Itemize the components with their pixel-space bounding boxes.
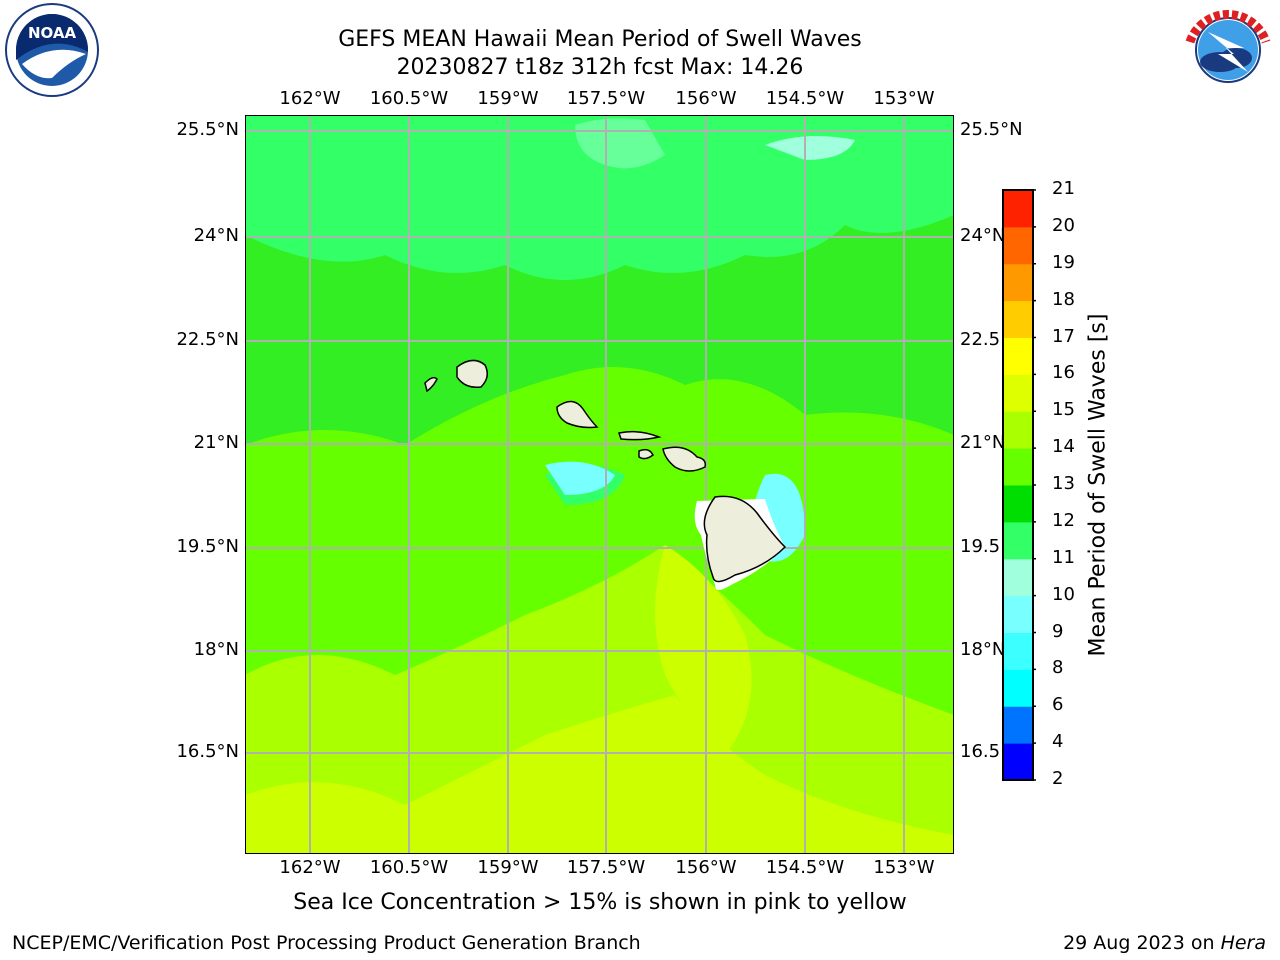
island-niihau bbox=[424, 376, 438, 393]
lat-label-right: 18°N bbox=[960, 639, 1006, 660]
colorbar-swatch bbox=[1003, 521, 1033, 560]
credit-right: 29 Aug 2023 on Hera bbox=[1063, 932, 1266, 954]
lat-label-left: 18°N bbox=[193, 639, 239, 660]
lat-label-left: 25.5°N bbox=[176, 119, 239, 140]
colorbar-swatch bbox=[1003, 485, 1033, 523]
field-band-14-15 bbox=[245, 695, 954, 854]
lon-label-top: 159°W bbox=[477, 88, 539, 109]
lon-label-bottom: 162°W bbox=[279, 857, 341, 878]
noaa-logo-icon: NOAA bbox=[5, 3, 99, 97]
lon-label-bottom: 159°W bbox=[477, 857, 539, 878]
field-band-10-11-north bbox=[245, 115, 954, 280]
lat-label-left: 22.5°N bbox=[176, 329, 239, 350]
colorbar-swatch bbox=[1003, 669, 1033, 707]
lon-label-bottom: 160.5°W bbox=[369, 857, 449, 878]
colorbar-swatch bbox=[1003, 595, 1033, 633]
colorbar-level-label: 21 bbox=[1052, 178, 1075, 199]
swell-period-map bbox=[245, 115, 954, 854]
colorbar-level-label: 14 bbox=[1052, 436, 1075, 458]
colorbar-level-label: 4 bbox=[1052, 731, 1064, 753]
colorbar-level-label: 6 bbox=[1052, 694, 1064, 716]
lat-label-right: 21°N bbox=[960, 432, 1006, 453]
lat-label-right: 19.5 bbox=[960, 536, 1001, 557]
colorbar-level-label: 9 bbox=[1052, 620, 1064, 642]
colorbar-level-label: 10 bbox=[1052, 583, 1075, 605]
colorbar-level-label: 16 bbox=[1052, 362, 1075, 384]
colorbar-swatch bbox=[1003, 263, 1033, 302]
credit-host: Hera bbox=[1220, 932, 1266, 954]
nws-logo-icon bbox=[1184, 6, 1272, 94]
colorbar-swatch bbox=[1003, 226, 1033, 265]
colorbar-swatch bbox=[1003, 632, 1033, 670]
colorbar-title: Mean Period of Swell Waves [s] bbox=[1085, 313, 1111, 657]
svg-text:NOAA: NOAA bbox=[28, 24, 77, 42]
colorbar-level-label: 20 bbox=[1052, 214, 1075, 236]
lat-label-left: 24°N bbox=[193, 225, 239, 246]
lat-label-left: 16.5°N bbox=[176, 741, 239, 762]
lon-label-bottom: 157.5°W bbox=[566, 857, 646, 878]
colorbar-level-label: 8 bbox=[1052, 657, 1064, 679]
lon-label-top: 156°W bbox=[675, 88, 737, 109]
lon-label-top: 162°W bbox=[279, 88, 341, 109]
lon-label-top: 160.5°W bbox=[369, 88, 449, 109]
lon-label-bottom: 156°W bbox=[675, 857, 737, 878]
credit-date: 29 Aug 2023 on bbox=[1063, 932, 1221, 954]
field-patch-cyan bbox=[545, 461, 615, 495]
colorbar-level-label: 2 bbox=[1052, 768, 1064, 789]
field-band-13-14 bbox=[245, 545, 954, 854]
colorbar-level-label: 13 bbox=[1052, 473, 1075, 494]
island-maui bbox=[662, 446, 707, 472]
colorbar-swatch bbox=[1003, 448, 1033, 486]
lon-label-top: 153°W bbox=[873, 88, 935, 109]
colorbar-swatch bbox=[1003, 411, 1033, 449]
colorbar-level-label: 11 bbox=[1052, 546, 1075, 568]
lon-label-bottom: 153°W bbox=[873, 857, 935, 878]
sea-ice-note: Sea Ice Concentration > 15% is shown in … bbox=[293, 890, 907, 915]
lon-label-bottom: 154.5°W bbox=[765, 857, 845, 878]
colorbar-level-label: 19 bbox=[1052, 251, 1075, 273]
lat-label-right: 24°N bbox=[960, 225, 1006, 246]
field-patch-ne bbox=[765, 136, 855, 160]
colorbar-level-label: 17 bbox=[1052, 325, 1075, 347]
island-kauai bbox=[456, 359, 488, 389]
credit-left: NCEP/EMC/Verification Post Processing Pr… bbox=[12, 932, 641, 954]
map-subtitle: 20230827 t18z 312h fcst Max: 14.26 bbox=[396, 55, 804, 80]
map-title: GEFS MEAN Hawaii Mean Period of Swell Wa… bbox=[338, 27, 862, 52]
colorbar-level-label: 18 bbox=[1052, 288, 1075, 310]
lon-label-top: 154.5°W bbox=[765, 88, 845, 109]
colorbar bbox=[1002, 189, 1036, 781]
colorbar-swatch bbox=[1003, 374, 1033, 412]
colorbar-swatch bbox=[1003, 300, 1033, 338]
lat-label-left: 19.5°N bbox=[176, 536, 239, 557]
lat-label-right: 16.5 bbox=[960, 741, 1001, 762]
lat-label-right: 25.5°N bbox=[960, 119, 1023, 140]
colorbar-swatch bbox=[1003, 743, 1033, 781]
colorbar-swatch bbox=[1003, 558, 1033, 597]
colorbar-level-label: 15 bbox=[1052, 399, 1075, 421]
island-oahu bbox=[556, 400, 599, 429]
island-hawaii bbox=[703, 495, 787, 583]
island-molokai bbox=[618, 430, 662, 441]
lat-label-left: 21°N bbox=[193, 432, 239, 453]
colorbar-swatch bbox=[1003, 337, 1033, 375]
hawaiian-islands bbox=[424, 359, 787, 590]
colorbar-swatch bbox=[1003, 190, 1033, 228]
colorbar-level-label: 12 bbox=[1052, 509, 1075, 531]
lat-label-right: 22.5 bbox=[960, 329, 1001, 350]
colorbar-swatch bbox=[1003, 706, 1033, 744]
graticule bbox=[245, 115, 954, 854]
island-lanai bbox=[638, 448, 654, 460]
lon-label-top: 157.5°W bbox=[566, 88, 646, 109]
